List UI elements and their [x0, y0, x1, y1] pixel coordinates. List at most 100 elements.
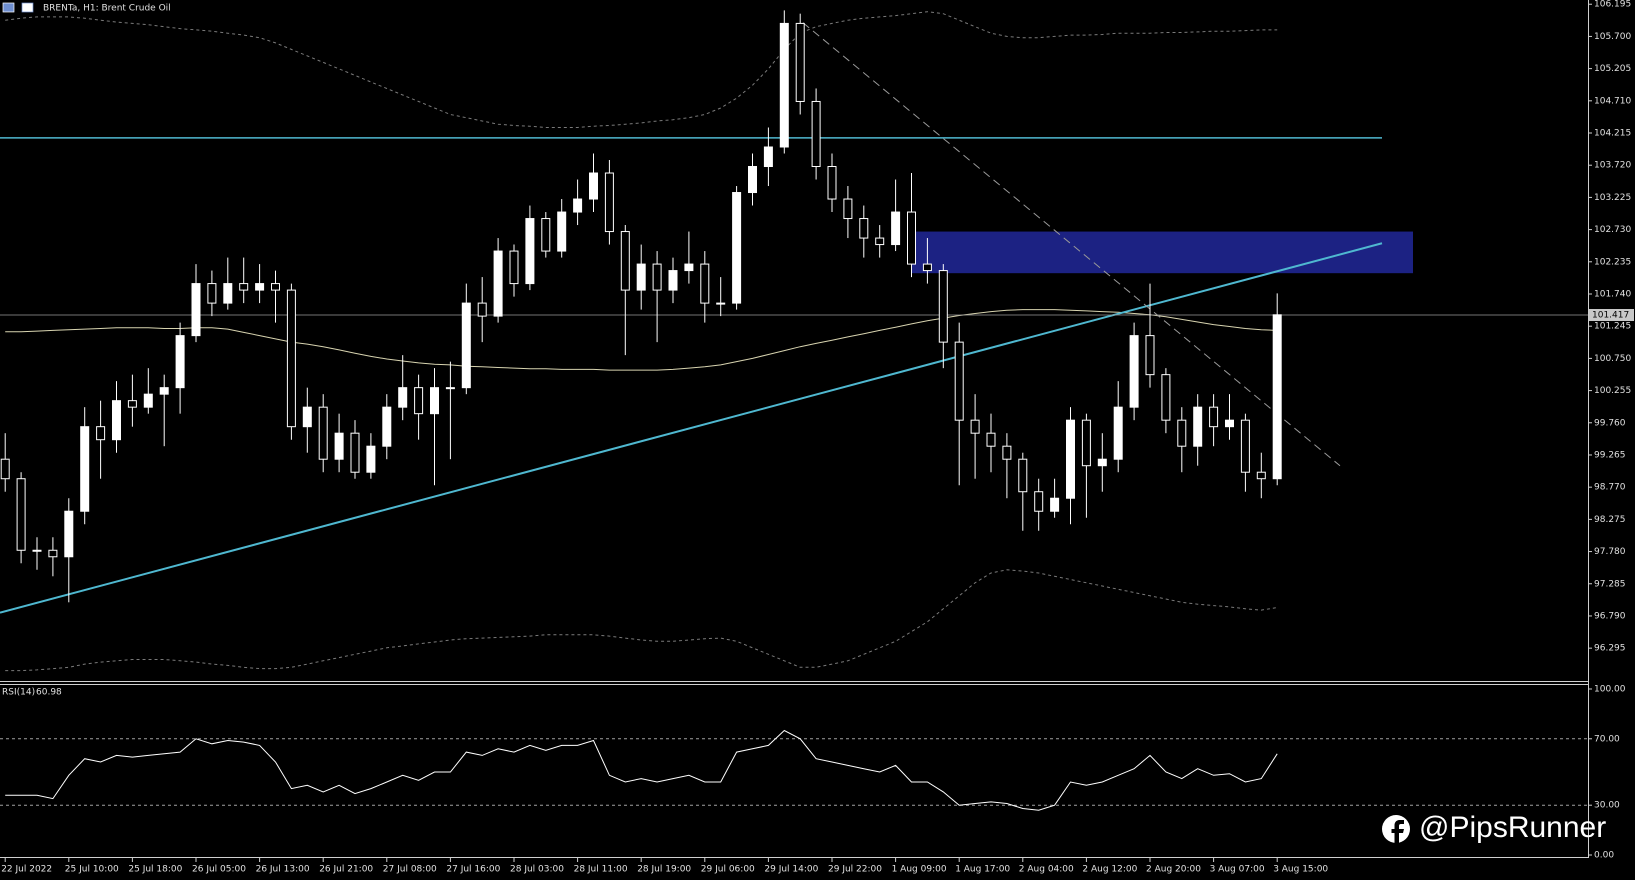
candle-body — [589, 172, 598, 200]
y-tick-label: 101.740 — [1594, 289, 1631, 299]
y-tick-label: 101.245 — [1594, 322, 1631, 332]
candle-body — [525, 218, 535, 285]
x-tick-label: 1 Aug 17:00 — [955, 865, 1010, 875]
candle-body — [430, 387, 439, 415]
candle-body — [732, 192, 742, 304]
y-tick-label: 96.295 — [1594, 644, 1626, 654]
y-tick-label: 103.720 — [1594, 161, 1631, 171]
y-tick-label: 96.790 — [1594, 611, 1626, 621]
candle-body — [668, 270, 678, 291]
candle-body — [827, 166, 837, 200]
y-tick-label: 98.275 — [1594, 515, 1626, 525]
y-tick-label: 0.00 — [1594, 851, 1614, 861]
candle-body — [541, 218, 551, 252]
y-tick-label: 105.700 — [1594, 32, 1631, 42]
candle-body — [573, 198, 583, 213]
watermark: @PipsRunner — [1419, 811, 1606, 844]
y-tick-label: 30.00 — [1594, 801, 1620, 811]
x-tick-label: 1 Aug 09:00 — [892, 865, 947, 875]
x-tick-label: 29 Jul 22:00 — [828, 865, 882, 875]
candle-body — [1177, 419, 1187, 447]
x-tick-label: 28 Jul 19:00 — [637, 865, 691, 875]
candle-body — [875, 237, 885, 246]
candle-body — [366, 445, 376, 473]
y-tick-label: 99.760 — [1594, 418, 1626, 428]
y-tick-label: 99.265 — [1594, 450, 1626, 460]
candle-body — [112, 400, 121, 441]
candle-body — [80, 426, 90, 512]
candle-body — [477, 302, 487, 317]
price-label: 101.417 — [1592, 311, 1629, 321]
candle-body — [239, 283, 249, 291]
y-tick-label: 98.770 — [1594, 483, 1626, 493]
panel-frame — [0, 0, 1589, 858]
x-tick-label: 25 Jul 18:00 — [128, 865, 182, 875]
symbol-icons — [2, 2, 34, 13]
chart-title: BRENTa, H1: Brent Crude Oil — [43, 4, 171, 14]
candle-body — [1209, 406, 1219, 428]
x-tick-label: 22 Jul 2022 — [1, 865, 52, 875]
candle-body — [271, 283, 280, 291]
candle-body — [620, 231, 630, 291]
candle-body — [811, 100, 821, 168]
candle-body — [1161, 374, 1171, 421]
candle-body — [414, 387, 424, 415]
x-tick-label: 26 Jul 21:00 — [319, 865, 373, 875]
candle-body — [1193, 406, 1203, 447]
candle-body — [223, 283, 233, 304]
x-tick-label: 26 Jul 05:00 — [192, 865, 246, 875]
y-tick-label: 105.205 — [1594, 64, 1631, 74]
y-tick-label: 100.750 — [1594, 354, 1631, 364]
icon — [1391, 820, 1404, 845]
candle-body — [763, 146, 773, 168]
candle-body — [907, 211, 916, 265]
x-tick-label: 28 Jul 11:00 — [574, 865, 628, 875]
candle-body — [700, 263, 710, 304]
candle-body — [1256, 471, 1266, 480]
watermark-icon — [1382, 815, 1410, 845]
candle-body — [1145, 335, 1155, 376]
candle-body — [398, 387, 408, 408]
icon — [2, 2, 15, 13]
y-tick-label: 100.00 — [1594, 684, 1626, 694]
x-tick-label: 3 Aug 15:00 — [1273, 865, 1328, 875]
y-tick-label: 104.710 — [1594, 96, 1631, 106]
candle-body — [334, 432, 344, 460]
indicator-value: 60.98 — [36, 688, 62, 698]
y-tick-label: 102.730 — [1594, 225, 1631, 235]
candle-body — [461, 302, 471, 389]
candle-body — [557, 211, 567, 252]
candle-body — [302, 406, 312, 428]
candle-body — [32, 549, 42, 552]
candle-body — [350, 432, 360, 473]
candle-body — [1129, 335, 1139, 408]
candle-body — [1081, 419, 1091, 467]
y-tick-label: 97.285 — [1594, 579, 1626, 589]
y-tick-label: 97.780 — [1594, 547, 1626, 557]
candle-body — [509, 250, 519, 285]
candle-body — [1113, 406, 1123, 460]
candle-body — [1002, 445, 1012, 460]
candle-body — [445, 387, 455, 390]
icon — [21, 2, 34, 13]
indicator-line — [5, 11, 1278, 128]
candle-body — [795, 22, 805, 102]
candle-body — [16, 478, 26, 551]
indicator-name: RSI(14) — [2, 688, 35, 698]
candle-body — [48, 549, 58, 558]
x-tick-label: 3 Aug 07:00 — [1210, 865, 1265, 875]
x-tick-label: 25 Jul 10:00 — [65, 865, 119, 875]
candle-body — [636, 263, 646, 291]
candle-body — [493, 250, 503, 317]
x-tick-label: 26 Jul 13:00 — [256, 865, 310, 875]
candle-body — [175, 335, 185, 389]
candle-body — [970, 419, 980, 434]
candle-body — [922, 263, 932, 272]
x-tick-label: 2 Aug 12:00 — [1082, 865, 1137, 875]
candle-body — [652, 263, 662, 291]
candle-body — [1240, 419, 1250, 473]
y-tick-label: 70.00 — [1594, 734, 1620, 744]
y-tick-label: 106.195 — [1594, 0, 1631, 10]
